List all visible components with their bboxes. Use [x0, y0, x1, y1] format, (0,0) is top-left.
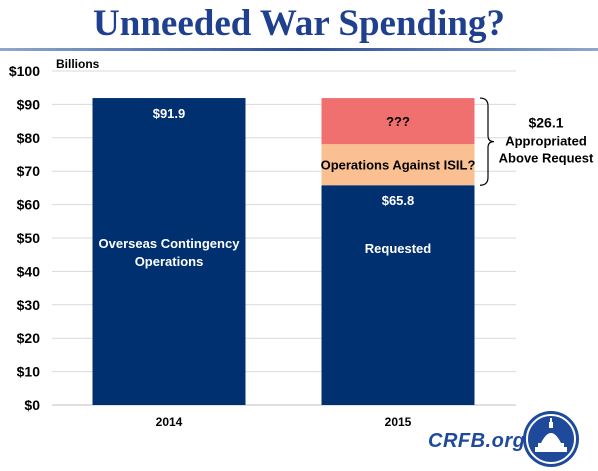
y-tick-label: $80	[17, 130, 41, 146]
bar-segment-label: Overseas Contingency	[99, 236, 241, 251]
y-tick-label: $40	[17, 263, 41, 279]
y-tick-label: $10	[17, 364, 41, 380]
x-tick-label: 2015	[385, 415, 412, 429]
difference-annotation: $26.1 Appropriated Above Request	[479, 97, 594, 186]
bar-segment	[321, 98, 475, 145]
y-tick-label: $50	[17, 230, 41, 246]
x-tick-label: 2014	[156, 415, 183, 429]
bar-segment	[321, 185, 475, 405]
title-underline	[0, 48, 598, 51]
chart-title: Unneeded War Spending?	[93, 3, 505, 44]
y-tick-label: $0	[24, 397, 40, 413]
y-tick-label: $60	[17, 197, 41, 213]
capitol-dome-seal-icon	[523, 411, 579, 467]
bar-segment-label: Operations	[135, 254, 204, 269]
x-axis: 2014 2015	[156, 415, 412, 429]
y-tick-label: $90	[17, 96, 41, 112]
bar-segment	[321, 144, 475, 186]
bar-labels: $91.9 Overseas Contingency Operations $65.8…	[99, 106, 476, 269]
brand-link[interactable]: CRFB.org	[428, 430, 526, 452]
y-axis: $0 $10 $20 $30 $40 $50 $60 $70 $80 $90 $100	[9, 63, 516, 413]
bar-value-label: $91.9	[153, 106, 186, 121]
y-tick-label: $70	[17, 163, 41, 179]
annotation-brace	[479, 97, 495, 186]
annotation-value: $26.1	[528, 115, 563, 131]
y-tick-label: $20	[17, 330, 41, 346]
bar-value-label: $65.8	[382, 193, 415, 208]
y-tick-label: $30	[17, 297, 41, 313]
annotation-text: Above Request	[499, 151, 594, 166]
y-axis-unit-label: Billions	[56, 57, 100, 71]
bar-segment-label: ???	[386, 114, 410, 129]
bar-segment	[92, 98, 246, 405]
bars	[92, 98, 475, 405]
bar-segment-label: Requested	[365, 241, 432, 256]
y-tick-label: $100	[9, 63, 40, 79]
bar-segment-label: Operations Against ISIL?	[321, 158, 476, 173]
annotation-text: Appropriated	[505, 134, 587, 149]
